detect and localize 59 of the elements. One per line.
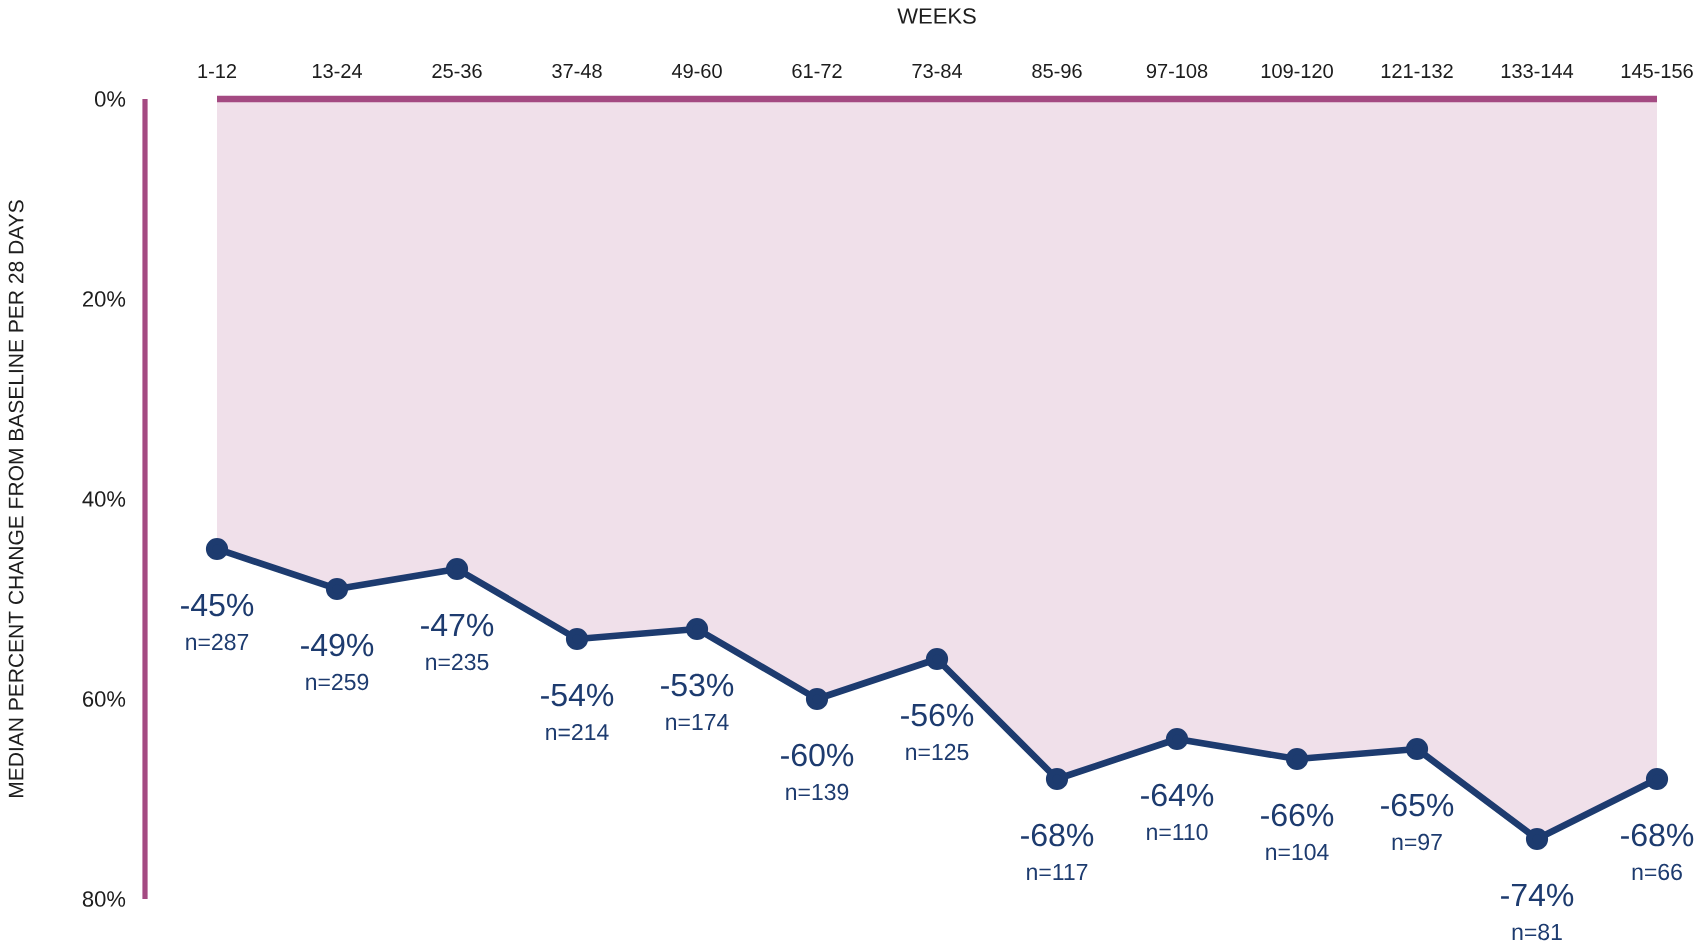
data-label: -60% [781,743,854,767]
y-tick-label: 40% [82,491,126,507]
x-tick-label: 37-48 [552,63,602,79]
annotation: n=110 [1147,823,1208,841]
x-tick-label: 61-72 [792,63,842,79]
data-label: -65% [1381,793,1454,817]
data-label: -49% [301,633,374,657]
annotation: n=139 [786,783,849,801]
y-tick-label: 80% [82,891,126,907]
data-label: -68% [1621,823,1694,847]
point [1285,747,1309,771]
annotation: n=287 [186,633,249,651]
x-tick-label: 121-132 [1381,63,1453,79]
point [1045,767,1069,791]
x-tick-label: 85-96 [1032,63,1082,79]
y-axis-title: MEDIAN PERCENT CHANGE FROM BASELINE PER 28 DAYS [8,200,24,797]
x-tick-label: 1-12 [198,64,237,78]
annotation: n=259 [306,673,369,691]
annotation: n=104 [1266,843,1329,861]
y-tick-label: 60% [83,691,126,707]
annotation: n=235 [426,653,489,671]
x-tick-label: 97-108 [1146,63,1208,79]
point [925,647,949,671]
point [205,537,229,561]
annotation: n=66 [1632,863,1682,881]
x-tick-label: 13-24 [312,63,362,79]
point [1165,727,1189,751]
data-label: -45% [181,593,254,617]
data-label: -47% [421,613,494,637]
annotation: n=117 [1027,864,1088,880]
point [805,687,829,711]
x-axis-title: WEEKS [897,8,976,24]
annotation: n=214 [546,723,609,741]
annotation: n=97 [1392,833,1442,851]
point [565,627,589,651]
data-label: -53% [661,673,734,697]
y-tick-label: 20% [83,291,126,307]
data-label: -64% [1141,783,1214,807]
point [1405,737,1429,761]
x-tick-label: 25-36 [432,63,482,79]
point [445,557,469,581]
data-label: -74% [1501,883,1574,907]
data-label: -66% [1261,803,1334,827]
x-tick-label: 49-60 [671,63,722,79]
annotation: n=174 [666,714,729,730]
x-tick-label: 145-156 [1621,63,1693,79]
data-label: -54% [541,683,614,707]
x-tick-label: 109-120 [1261,63,1333,79]
data-label: -68% [1021,823,1094,847]
x-tick-label: 73-84 [912,63,962,79]
data-label: -56% [901,703,974,727]
point [685,617,709,641]
point [325,577,349,601]
point [1645,767,1669,791]
text: n=81 [1512,923,1562,941]
x-tick-label: 133-144 [1501,63,1574,79]
point [1525,827,1549,851]
annotation: n=125 [906,743,969,761]
y-tick-label: 0% [94,91,126,107]
